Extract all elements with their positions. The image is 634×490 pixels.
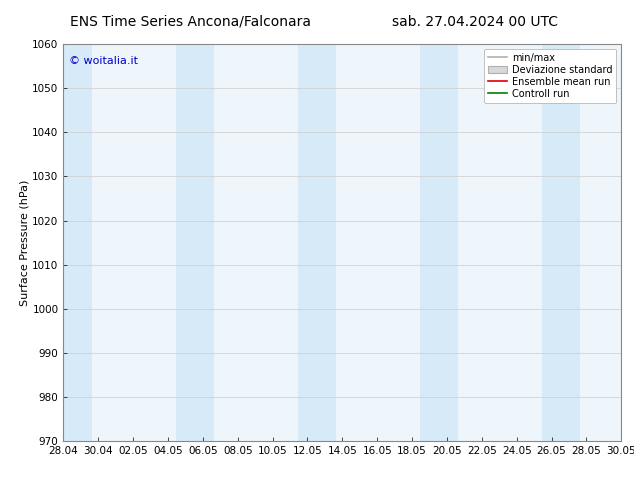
Text: sab. 27.04.2024 00 UTC: sab. 27.04.2024 00 UTC	[392, 15, 559, 29]
Y-axis label: Surface Pressure (hPa): Surface Pressure (hPa)	[20, 179, 30, 306]
Text: ENS Time Series Ancona/Falconara: ENS Time Series Ancona/Falconara	[70, 15, 311, 29]
Bar	[298, 44, 336, 441]
Bar	[542, 44, 580, 441]
Text: © woitalia.it: © woitalia.it	[69, 56, 138, 66]
Bar	[420, 44, 458, 441]
Bar	[54, 44, 92, 441]
Bar	[176, 44, 214, 441]
Legend: min/max, Deviazione standard, Ensemble mean run, Controll run: min/max, Deviazione standard, Ensemble m…	[484, 49, 616, 102]
